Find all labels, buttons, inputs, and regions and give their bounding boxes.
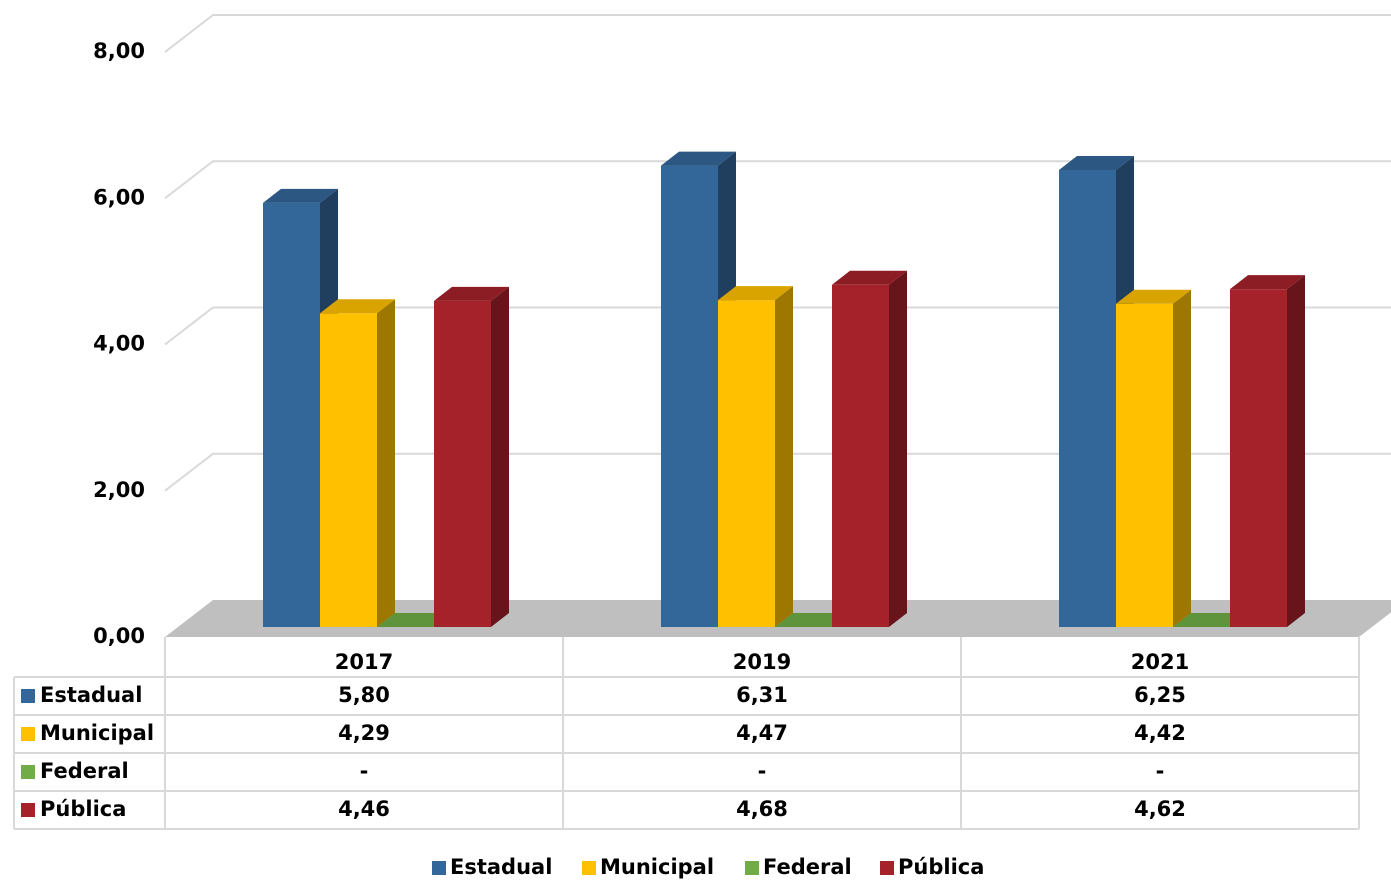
bar-side xyxy=(377,299,395,627)
bar-side xyxy=(1287,275,1305,627)
legend-label: Federal xyxy=(763,855,852,879)
legend-key xyxy=(745,861,759,875)
bar-top xyxy=(320,299,395,314)
data-label: 4,68 xyxy=(736,797,788,821)
y-tick-label: 4,00 xyxy=(93,332,145,356)
bar xyxy=(434,300,491,627)
legend-label: Pública xyxy=(898,855,984,879)
bar-side xyxy=(491,286,509,627)
grid-line xyxy=(164,452,1391,492)
bar-top xyxy=(832,270,907,285)
bar xyxy=(1116,303,1173,627)
x-tick-label: 2019 xyxy=(733,650,791,674)
data-label: 4,42 xyxy=(1134,721,1186,745)
legend-label: Estadual xyxy=(450,855,552,879)
bar-top xyxy=(1230,275,1305,290)
grid-line xyxy=(164,306,1391,346)
data-label: 5,80 xyxy=(338,683,390,707)
bar-top xyxy=(377,613,452,627)
data-label: 6,25 xyxy=(1134,683,1186,707)
legend-key xyxy=(582,861,596,875)
bar xyxy=(832,284,889,627)
legend-key xyxy=(880,861,894,875)
bar-top xyxy=(1059,155,1134,170)
y-tick-label: 6,00 xyxy=(93,185,145,209)
y-tick-label: 2,00 xyxy=(93,478,145,502)
y-tick-label: 8,00 xyxy=(93,39,145,63)
data-label: - xyxy=(360,759,369,783)
data-label: 4,47 xyxy=(736,721,788,745)
table-legend-key xyxy=(21,803,35,817)
data-label: 4,46 xyxy=(338,797,390,821)
bar-side xyxy=(775,286,793,627)
table-legend-key xyxy=(21,765,35,779)
bar-top xyxy=(775,613,850,627)
legend-key xyxy=(432,861,446,875)
bar-top xyxy=(1173,613,1248,627)
bar-top xyxy=(718,286,793,301)
bar-side xyxy=(1173,289,1191,627)
bar xyxy=(1230,289,1287,627)
bar xyxy=(718,300,775,627)
grid-line xyxy=(164,14,1391,53)
data-label: - xyxy=(1156,759,1165,783)
data-label: 4,62 xyxy=(1134,797,1186,821)
bar-top xyxy=(434,286,509,301)
bar xyxy=(1059,169,1116,627)
data-label: - xyxy=(758,759,767,783)
table-row-label: Federal xyxy=(40,759,129,783)
data-label: 4,29 xyxy=(338,721,390,745)
x-tick-label: 2017 xyxy=(335,650,393,674)
bar-top xyxy=(1116,289,1191,304)
legend-label: Municipal xyxy=(600,855,714,879)
grid-line xyxy=(164,160,1391,200)
table-row-label: Estadual xyxy=(40,683,142,707)
table-legend-key xyxy=(21,727,35,741)
bar-side xyxy=(889,270,907,627)
bar xyxy=(320,313,377,627)
table-legend-key xyxy=(21,689,35,703)
bar-top xyxy=(263,188,338,203)
table-row-label: Pública xyxy=(40,797,126,821)
table-row-label: Municipal xyxy=(40,721,154,745)
bar xyxy=(263,202,320,627)
bar xyxy=(661,165,718,628)
bar-top xyxy=(661,151,736,166)
x-tick-label: 2021 xyxy=(1131,650,1189,674)
data-label: 6,31 xyxy=(736,683,788,707)
y-tick-label: 0,00 xyxy=(93,624,145,648)
